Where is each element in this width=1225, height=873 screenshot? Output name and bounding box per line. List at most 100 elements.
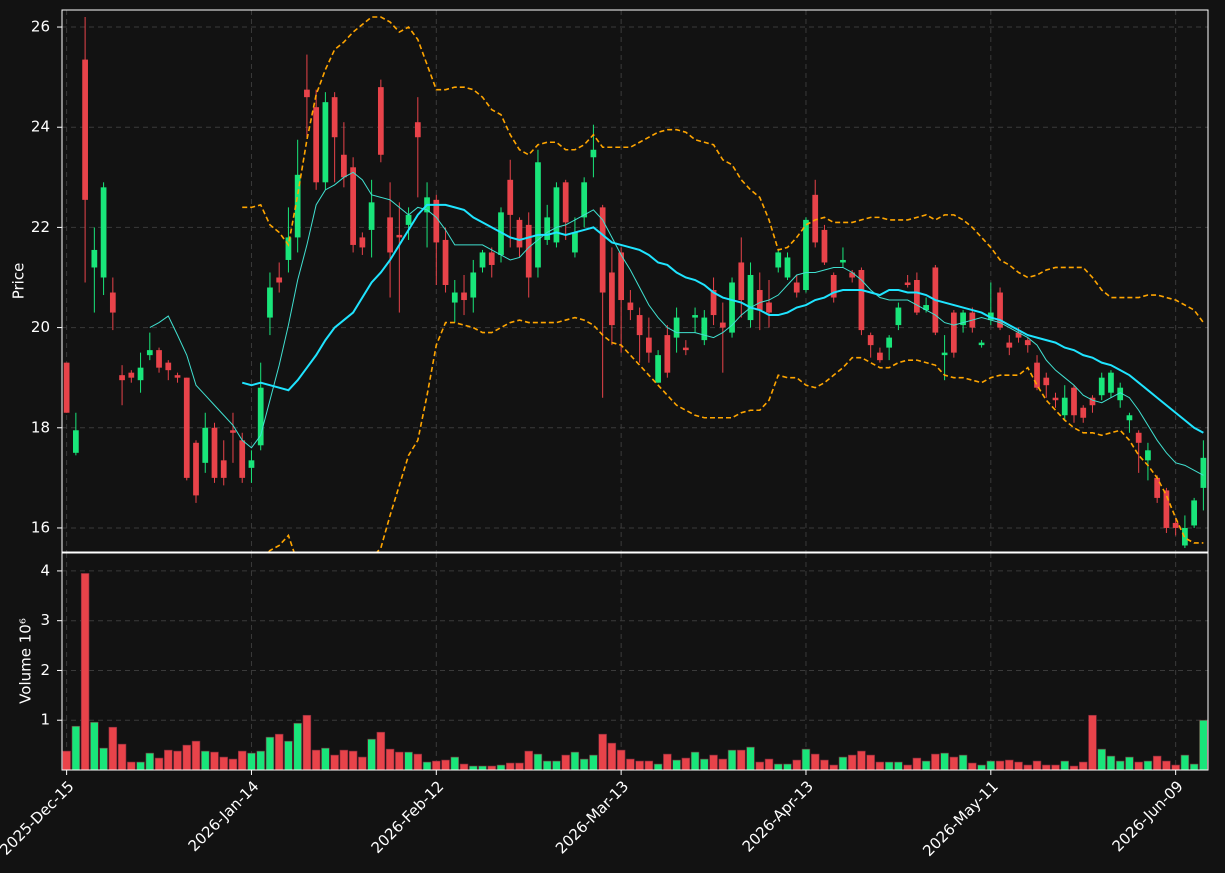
volume-bar: [884, 761, 894, 771]
volume-bar: [774, 763, 783, 771]
volume-bar: [1134, 761, 1143, 771]
volume-bar: [487, 765, 496, 771]
volume-bar: [995, 760, 1005, 771]
candle-body: [479, 252, 486, 268]
volume-bar: [62, 750, 71, 771]
y-axis-label: Volume 10⁶: [17, 618, 35, 704]
volume-bar: [422, 761, 432, 771]
candle-body: [1191, 500, 1198, 526]
volume-bar: [672, 759, 681, 771]
candle-body: [590, 149, 597, 158]
candle-body: [304, 89, 310, 98]
volume-bar: [1180, 754, 1190, 771]
volume-bar: [931, 753, 940, 771]
volume-bar: [321, 747, 330, 771]
volume-bar: [358, 756, 367, 771]
candle-body: [1034, 362, 1040, 388]
band-line: [242, 16, 1205, 324]
volume-bar: [1051, 764, 1060, 771]
volume-bar: [847, 754, 857, 771]
candle-body: [350, 167, 356, 245]
volume-bar: [441, 759, 450, 771]
volume-bar: [663, 753, 672, 771]
volume-bar: [348, 750, 358, 771]
volume-bar: [478, 765, 487, 771]
volume-bar: [875, 761, 885, 771]
candle-body: [91, 249, 98, 268]
candle-body: [174, 375, 181, 378]
volume-bar: [302, 714, 312, 771]
candle-body: [146, 350, 153, 356]
volume-bar: [1143, 760, 1153, 771]
candle-body: [978, 342, 985, 346]
candle-body: [987, 312, 994, 321]
volume-bar: [1189, 763, 1199, 771]
candle-body: [664, 335, 671, 373]
candle-body: [193, 442, 199, 496]
volume-bar: [598, 733, 607, 771]
volume-bar: [968, 762, 977, 771]
candle-body: [738, 262, 745, 301]
volume-bar: [737, 749, 746, 771]
moving-average-line: [241, 203, 1204, 434]
volume-bar: [293, 722, 302, 771]
candle-body: [377, 87, 384, 155]
volume-bar: [395, 751, 404, 771]
candle-body: [701, 317, 708, 341]
candle-body: [729, 282, 735, 333]
volume-bar: [90, 721, 99, 771]
candle-body: [1006, 342, 1013, 348]
volume-bar: [764, 758, 774, 771]
volume-bar: [783, 763, 792, 771]
volume-bar: [1079, 761, 1088, 771]
volume-bar: [755, 761, 764, 771]
volume-bar: [1014, 761, 1023, 771]
volume-bar: [376, 731, 386, 771]
candle-body: [387, 217, 393, 253]
candle-body: [1117, 387, 1124, 401]
candle-body: [119, 375, 125, 381]
candle-body: [784, 257, 791, 278]
volume-bar: [829, 764, 838, 771]
volume-bar: [330, 754, 339, 771]
volume-bar: [469, 765, 478, 771]
candle-body: [442, 239, 449, 286]
y-tick-label: 1: [40, 711, 50, 729]
candle-body: [1154, 477, 1161, 498]
moving-average-line: [149, 171, 1204, 476]
candle-body: [1172, 522, 1179, 528]
candle-body: [313, 107, 320, 183]
volume-bar: [404, 751, 413, 771]
candle-body: [267, 287, 273, 318]
volume-bar: [1032, 760, 1042, 771]
volume-bar: [894, 761, 903, 771]
candle-body: [581, 182, 588, 218]
volume-bar: [385, 748, 395, 771]
volume-bar: [607, 742, 617, 771]
candle-body: [156, 350, 162, 368]
y-tick-label: 4: [40, 561, 50, 579]
band-line: [267, 316, 1204, 552]
volume-bar: [367, 738, 376, 771]
candle-body: [525, 224, 532, 278]
volume-bar: [117, 743, 127, 771]
volume-bar: [746, 746, 755, 771]
candle-body: [673, 317, 680, 338]
candle-body: [341, 154, 347, 178]
volume-bar: [589, 754, 598, 771]
candle-body: [1080, 407, 1087, 418]
volume-bar: [256, 750, 265, 771]
volume-bar: [977, 764, 986, 771]
volume-bar: [524, 750, 533, 771]
volume-bar: [210, 751, 219, 771]
price-panel: [61, 9, 1209, 553]
volume-bar: [810, 753, 820, 771]
y-tick-label: 16: [31, 518, 50, 536]
candle-body: [858, 269, 865, 331]
candle-body: [1071, 387, 1077, 416]
volume-bar: [570, 751, 580, 771]
candle-body: [128, 372, 135, 378]
y-tick-label: 3: [40, 611, 50, 629]
candle-body: [331, 97, 338, 138]
volume-bar: [247, 752, 256, 771]
